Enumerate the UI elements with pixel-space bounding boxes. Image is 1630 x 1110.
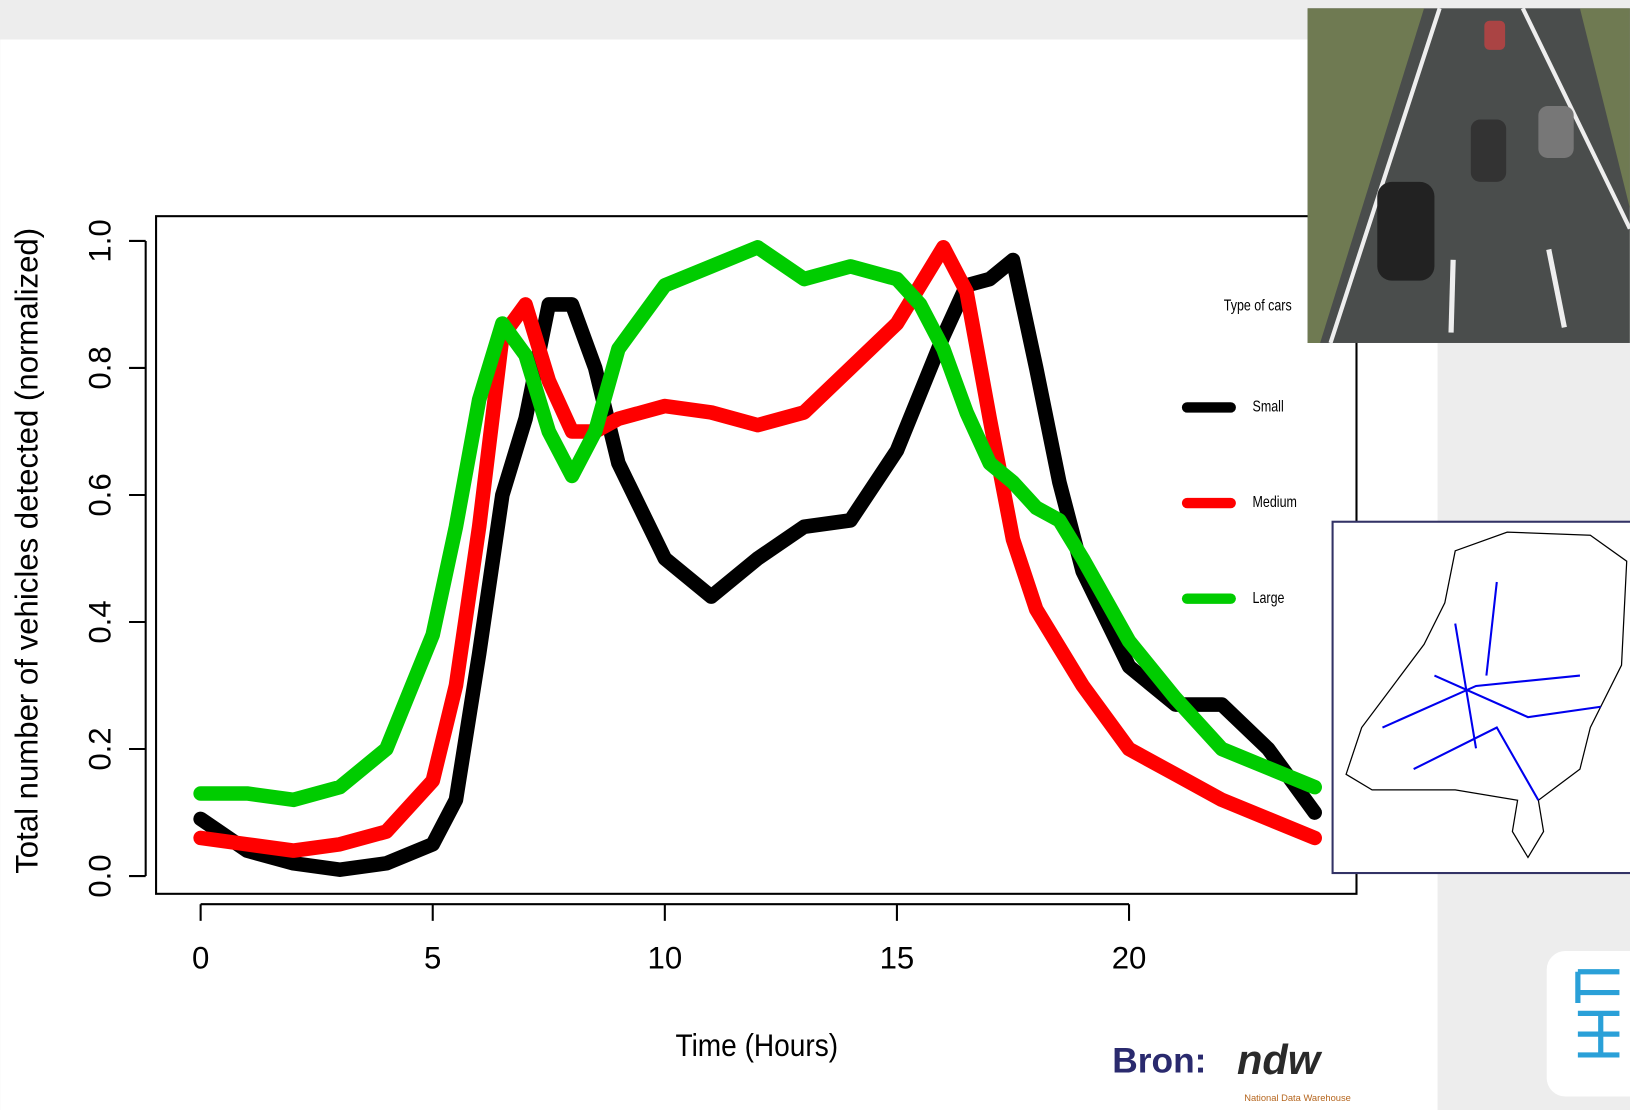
cbs-logo — [1546, 950, 1630, 1097]
road-line — [1520, 7, 1630, 230]
series-line — [193, 240, 1322, 858]
series-line — [193, 240, 1322, 808]
slide-canvas — [0, 39, 1438, 1110]
x-tick-label: 0 — [192, 941, 209, 976]
road-network — [1382, 581, 1601, 801]
y-tick-label: 0.6 — [82, 473, 117, 516]
y-tick-label: 0.8 — [82, 346, 117, 389]
car — [1377, 181, 1435, 281]
legend-label: Small — [1253, 397, 1284, 415]
y-axis-title: Total number of vehicles detected (norma… — [10, 228, 45, 874]
road-line — [1328, 7, 1442, 344]
x-tick-label: 10 — [648, 941, 683, 976]
x-tick-label: 20 — [1112, 941, 1147, 976]
y-tick-label: 0.4 — [82, 600, 117, 643]
road-line — [1448, 259, 1456, 333]
source-logo: ndw — [1237, 1036, 1323, 1083]
road-line — [1546, 248, 1567, 328]
highway-photo — [1307, 7, 1630, 344]
legend-label: Medium — [1253, 493, 1297, 511]
logo-mark — [1575, 969, 1620, 1058]
car — [1470, 119, 1507, 182]
x-axis-title: Time (Hours) — [675, 1029, 838, 1064]
legend-title: Type of cars — [1224, 296, 1292, 314]
source-label: Bron: — [1112, 1042, 1206, 1081]
x-tick-label: 15 — [880, 941, 915, 976]
grass — [1307, 8, 1425, 343]
country-outline — [1345, 531, 1628, 859]
y-tick-label: 1.0 — [82, 219, 117, 262]
legend-label: Large — [1253, 588, 1285, 606]
y-tick-label: 0.2 — [82, 727, 117, 770]
car — [1538, 106, 1574, 158]
road-map — [1331, 520, 1630, 875]
logo-frame — [1546, 950, 1630, 1097]
plot-area: 0 5 10 15 20 0.0 0.2 0.4 0.6 0.8 1.0 Type of cars Sm… — [82, 215, 1358, 976]
source-logo-caption: National Data Warehouse — [1244, 1093, 1351, 1103]
x-tick-label: 5 — [424, 941, 441, 976]
car — [1484, 20, 1506, 50]
y-tick-label: 0.0 — [82, 854, 117, 897]
